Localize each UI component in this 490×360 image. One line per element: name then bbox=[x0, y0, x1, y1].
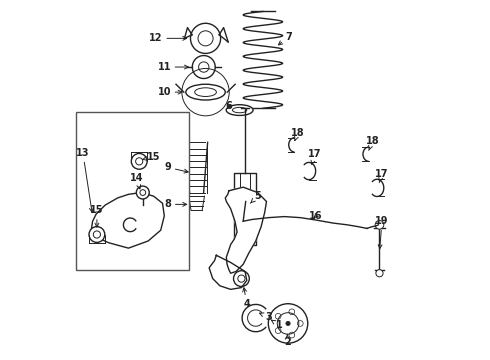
Text: 13: 13 bbox=[76, 148, 93, 212]
Text: 1: 1 bbox=[271, 320, 282, 330]
Text: 16: 16 bbox=[309, 211, 323, 221]
Text: 10: 10 bbox=[158, 87, 182, 97]
Circle shape bbox=[191, 23, 220, 53]
Ellipse shape bbox=[186, 84, 225, 100]
Polygon shape bbox=[225, 187, 267, 273]
Text: 15: 15 bbox=[143, 152, 160, 162]
Circle shape bbox=[375, 221, 384, 229]
Text: 12: 12 bbox=[149, 33, 187, 43]
Text: 9: 9 bbox=[165, 162, 188, 173]
Text: 14: 14 bbox=[130, 173, 144, 189]
Circle shape bbox=[286, 321, 290, 325]
Text: 5: 5 bbox=[250, 191, 261, 203]
Polygon shape bbox=[234, 173, 256, 244]
Text: 8: 8 bbox=[165, 199, 187, 210]
Text: 2: 2 bbox=[284, 334, 291, 347]
Circle shape bbox=[131, 153, 147, 169]
Polygon shape bbox=[92, 193, 164, 248]
Circle shape bbox=[376, 270, 383, 277]
Circle shape bbox=[192, 55, 215, 78]
Text: 15: 15 bbox=[90, 206, 104, 227]
Text: 6: 6 bbox=[225, 102, 232, 112]
Ellipse shape bbox=[226, 105, 253, 116]
Circle shape bbox=[234, 271, 249, 287]
Text: 17: 17 bbox=[375, 168, 389, 183]
Text: 7: 7 bbox=[278, 32, 292, 45]
Text: 18: 18 bbox=[366, 136, 379, 150]
Circle shape bbox=[136, 186, 149, 199]
Circle shape bbox=[89, 226, 105, 242]
Text: 18: 18 bbox=[291, 128, 305, 141]
Text: 4: 4 bbox=[243, 288, 250, 309]
Bar bbox=[76, 112, 190, 270]
Text: 11: 11 bbox=[158, 62, 189, 72]
Circle shape bbox=[269, 304, 308, 343]
Text: 17: 17 bbox=[308, 149, 321, 165]
Text: 19: 19 bbox=[375, 216, 389, 249]
Text: 3: 3 bbox=[260, 312, 271, 322]
Polygon shape bbox=[209, 255, 247, 289]
